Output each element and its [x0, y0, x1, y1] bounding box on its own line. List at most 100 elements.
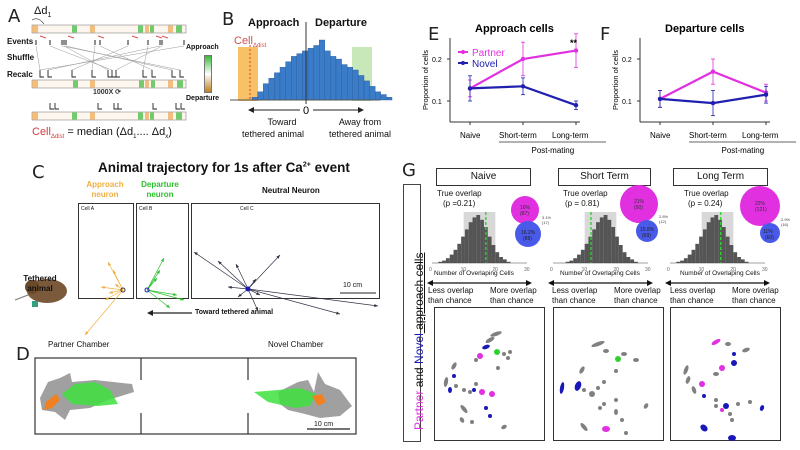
- cell-footprint: [620, 418, 624, 422]
- cell-footprint: [472, 388, 476, 392]
- departure-arrow: [146, 289, 185, 301]
- cell-footprint: [615, 356, 621, 362]
- hist-x-tick: 10: [461, 267, 467, 273]
- approach-arrow-head: [105, 296, 109, 300]
- strip-segment: [72, 112, 77, 120]
- scale-bar-c-label: 10 cm: [343, 282, 363, 289]
- y-tick-label: 0.1: [432, 99, 442, 106]
- null-hist-bar: [569, 260, 574, 263]
- title-end: event: [310, 160, 350, 175]
- less-line2: than chance: [428, 296, 472, 305]
- recalc-tick: [91, 70, 96, 78]
- cell-footprint: [742, 347, 750, 353]
- true-overlap-naive: True overlap: [437, 189, 482, 198]
- venn-partner-n: (87): [520, 211, 529, 217]
- departure-arrow-head: [153, 278, 157, 282]
- strip-segment: [32, 25, 38, 33]
- strip-segment: [168, 25, 173, 33]
- null-hist-bar: [573, 258, 578, 263]
- null-hist-bar: [487, 236, 492, 263]
- strip-segment: [145, 25, 149, 33]
- shuffle-line: [35, 45, 41, 71]
- cell-footprint: [714, 398, 718, 402]
- event-marker: [161, 35, 169, 39]
- cell-footprint: [714, 404, 718, 408]
- histogram-bar: [363, 80, 370, 101]
- cell-footprint: [448, 387, 452, 393]
- panel-a-label: A: [8, 6, 21, 27]
- cell-footprint: [603, 349, 609, 353]
- cell-maps: [443, 331, 765, 441]
- more-line1: More overlap: [490, 286, 537, 295]
- approach-neuron-line2: neuron: [91, 190, 119, 199]
- cell-footprint: [713, 372, 719, 376]
- cell-b-label: Cell B: [139, 206, 153, 212]
- data-point: [710, 100, 716, 106]
- cell-footprint: [589, 391, 595, 397]
- cell-sub: Δdist: [252, 43, 267, 50]
- neutral-arrow-head: [228, 285, 232, 289]
- direction-arrowhead: [147, 310, 153, 316]
- null-hist-bar: [502, 259, 507, 263]
- cell-footprint: [494, 349, 500, 355]
- cell-footprint: [468, 390, 472, 394]
- mouse-tail: [14, 294, 29, 301]
- cell-footprint: [508, 350, 512, 354]
- panel-c-label: C: [32, 162, 45, 183]
- panel-e-label: E: [428, 24, 440, 45]
- recalc-tick: [39, 70, 44, 78]
- venn-overlap-pct: 2.8%: [659, 214, 669, 219]
- departure-arrow: [146, 257, 165, 291]
- null-hist-bar: [472, 217, 477, 263]
- hist-x-tick: 20: [613, 267, 619, 273]
- legend-label: Partner: [472, 48, 505, 59]
- cell-footprint: [474, 358, 478, 362]
- histogram-bar: [285, 61, 292, 101]
- cell-footprint: [443, 377, 449, 387]
- cell-footprint: [643, 403, 649, 409]
- x-axis-label: Post-mating: [722, 146, 765, 155]
- strip-segment: [145, 112, 149, 120]
- iteration-tick: [180, 103, 185, 110]
- cell-footprint: [748, 400, 752, 404]
- cell-footprint: [614, 369, 618, 373]
- approach-arrow-head: [85, 331, 89, 335]
- partner-chamber-label: Partner Chamber: [48, 340, 110, 349]
- x-tick-label: Short-term: [689, 131, 727, 140]
- true-overlap-long: True overlap: [684, 189, 729, 198]
- strip-segment: [177, 80, 183, 88]
- shuffle-line: [99, 45, 153, 71]
- x-tick-label: Long-term: [742, 131, 779, 140]
- tethered-line2: animal: [27, 284, 53, 293]
- approach-arrow-head: [109, 290, 113, 294]
- away-line2: tethered animal: [328, 129, 392, 139]
- cell-footprint: [736, 402, 740, 406]
- right-arrowhead: [526, 280, 532, 286]
- cell-footprint: [720, 408, 724, 412]
- neutral-arrow-head: [252, 279, 256, 283]
- cell-footprint: [460, 404, 468, 414]
- null-hist-bar: [725, 236, 730, 263]
- null-hist-bar: [599, 217, 604, 263]
- group-title-long-term: Long Term: [673, 168, 768, 186]
- data-point: [710, 69, 716, 74]
- legend-marker: [461, 50, 465, 54]
- venn-novel-pct: 11%: [763, 229, 773, 235]
- iteration-tick: [54, 103, 59, 110]
- colorbar-bottom-label: Departure: [186, 95, 220, 102]
- venn-novel-pct: 15.8%: [640, 227, 655, 233]
- neutral-neuron-title: Neutral Neuron: [262, 186, 320, 195]
- approach-zone: [238, 47, 258, 101]
- strip-segment: [176, 112, 182, 120]
- strip-segment: [176, 25, 182, 33]
- cell-footprint: [451, 362, 457, 370]
- departure-arrow: [146, 289, 171, 309]
- departure-arrow-head: [180, 297, 184, 301]
- strip-segment: [145, 80, 149, 88]
- neutral-arrow: [193, 251, 249, 290]
- venn-novel: [760, 223, 780, 243]
- venn-novel-n: (88): [523, 236, 532, 242]
- null-hist-bar: [491, 245, 496, 263]
- recalc-tick: [71, 70, 76, 78]
- event-marker: [155, 35, 163, 39]
